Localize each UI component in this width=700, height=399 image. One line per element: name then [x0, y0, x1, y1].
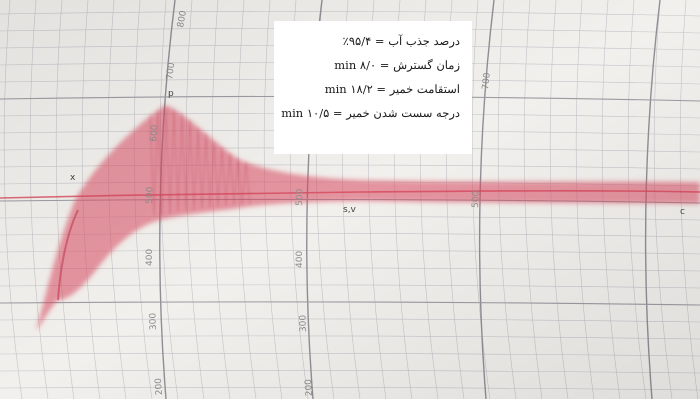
test-results-box: درصد جذب آب = ۹۵/۴٪ زمان گسترش = ۸/۰ min…	[274, 21, 472, 154]
softening-degree-text: درجه سست شدن خمیر = ۱۰/۵ min	[281, 106, 460, 120]
development-time-text: زمان گسترش = ۸/۰ min	[334, 58, 460, 72]
water-absorption-text: درصد جذب آب = ۹۵/۴٪	[342, 34, 460, 48]
dough-stability-text: استقامت خمیر = ۱۸/۲ min	[324, 82, 460, 96]
